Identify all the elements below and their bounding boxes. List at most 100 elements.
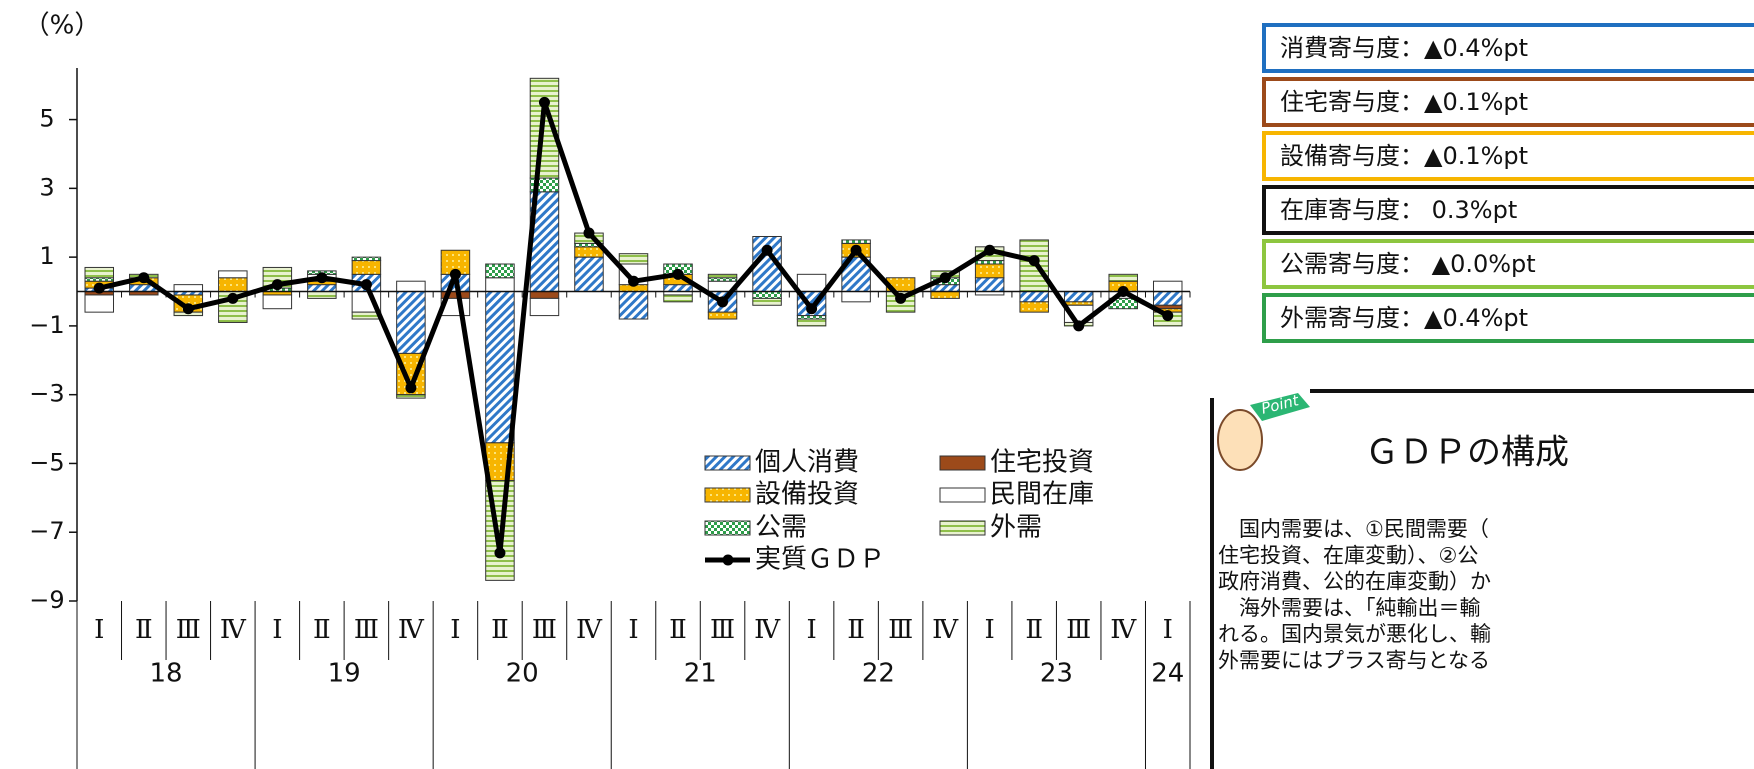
x-tick-label: Ⅱ	[491, 615, 509, 645]
side-panel: Point ＧＤＰの構成 消費寄与度：▲0.4%pt住宅寄与度：▲0.1%pt設…	[1210, 23, 1754, 769]
x-tick-label: Ⅰ	[1163, 615, 1173, 645]
gdp-point	[138, 272, 150, 284]
x-tick-label: Ⅳ	[1110, 615, 1137, 645]
bar-segment	[84, 266, 115, 279]
point-text: 住宅投資、在庫変動）、②公	[1218, 543, 1478, 567]
contribution-box	[1262, 77, 1754, 127]
gdp-point	[93, 282, 105, 294]
legend-swatch	[704, 487, 751, 503]
y-unit: （%）	[24, 11, 101, 41]
x-tick-label: Ⅳ	[398, 615, 425, 645]
year-label: 23	[1040, 659, 1073, 689]
gdp-point	[628, 275, 639, 287]
bar-segment	[841, 239, 871, 244]
x-tick-label: Ⅱ	[135, 615, 153, 645]
x-tick-label: Ⅲ	[888, 615, 913, 645]
contribution-text: 消費寄与度：▲0.4%pt	[1280, 34, 1528, 62]
bar-segment	[396, 291, 426, 354]
legend-label: 設備投資	[755, 480, 859, 510]
bar-segment	[974, 263, 1005, 279]
bar-segment	[84, 277, 115, 282]
gdp-point	[761, 244, 773, 256]
x-tick-label: Ⅲ	[1066, 615, 1091, 645]
contribution-text: 外需寄与度：▲0.4%pt	[1280, 304, 1528, 332]
y-tick-label: −9	[29, 586, 64, 614]
x-tick-label: Ⅱ	[313, 615, 331, 645]
y-tick-label: 5	[39, 105, 54, 133]
contribution-text: 公需寄与度： ▲0.0%pt	[1280, 250, 1536, 278]
y-tick-label: −7	[29, 517, 64, 545]
gdp-point	[939, 272, 951, 284]
bar-segment	[1019, 301, 1049, 313]
point-text: れる。国内景気が悪化し、輸	[1218, 622, 1491, 646]
point-title: ＧＤＰの構成	[1365, 433, 1569, 473]
gdp-point	[449, 268, 461, 280]
bar-segment	[1063, 291, 1094, 303]
point-text: 海外需要は、「純輸出＝輸	[1218, 596, 1481, 620]
gdp-point	[182, 303, 194, 315]
gdp-point	[850, 244, 862, 256]
bar-segment	[529, 291, 560, 299]
bar-segment	[796, 315, 827, 320]
x-tick-label: Ⅰ	[628, 615, 638, 645]
x-tick-label: Ⅱ	[847, 615, 865, 645]
gdp-point	[1073, 320, 1085, 332]
bar-segment	[841, 291, 871, 303]
legend-swatch	[939, 520, 986, 536]
y-tick-label: 1	[39, 242, 54, 270]
bar-segment	[396, 280, 426, 293]
contribution-text: 設備寄与度：▲0.1%pt	[1280, 142, 1528, 170]
contribution-box	[1262, 185, 1754, 235]
point-text: 政府消費、公的在庫変動）か	[1218, 570, 1491, 594]
legend-dot	[722, 554, 734, 566]
bar-segment	[930, 284, 960, 293]
x-tick-label: Ⅳ	[932, 615, 959, 645]
x-tick-label: Ⅰ	[985, 615, 995, 645]
contribution-box	[1262, 131, 1754, 181]
x-tick-label: Ⅲ	[710, 615, 735, 645]
gdp-point	[672, 268, 684, 280]
contribution-text: 在庫寄与度： 0.3%pt	[1280, 196, 1517, 224]
x-tick-label: Ⅲ	[176, 615, 201, 645]
bar-segment	[1152, 291, 1183, 306]
x-tick-label: Ⅳ	[576, 615, 603, 645]
y-tick-label: −3	[29, 380, 64, 408]
contribution-box	[1262, 293, 1754, 343]
point-text: 外需要にはプラス寄与となる	[1218, 649, 1490, 673]
legend-label: 外需	[990, 513, 1042, 543]
bar-segment	[574, 246, 604, 258]
legend-label: 個人消費	[755, 448, 859, 478]
bar-segment	[974, 260, 1005, 265]
gdp-point	[227, 292, 239, 304]
legend-label: 公需	[755, 513, 807, 543]
gdp-point	[806, 303, 818, 315]
gdp-point	[271, 279, 283, 291]
contribution-text: 住宅寄与度：▲0.1%pt	[1280, 88, 1528, 116]
gdp-point	[895, 292, 907, 304]
legend-swatch	[704, 455, 751, 471]
bar-segment	[262, 294, 293, 310]
gdp-point	[316, 272, 328, 284]
x-tick-label: Ⅱ	[669, 615, 687, 645]
year-label: 22	[862, 659, 895, 689]
y-tick-label: 3	[39, 173, 54, 201]
bar-segment	[796, 318, 827, 327]
bar-segment	[618, 291, 649, 320]
bar-segment	[707, 311, 738, 320]
bar-segment	[707, 273, 738, 279]
gdp-point	[1162, 310, 1174, 322]
gdp-point	[984, 244, 996, 256]
bar-segment	[173, 284, 204, 293]
x-tick-label: Ⅳ	[754, 615, 781, 645]
year-label: 19	[328, 659, 361, 689]
gdp-point	[538, 96, 550, 108]
x-tick-label: Ⅰ	[272, 615, 282, 645]
gdp-point	[717, 296, 729, 308]
year-label: 24	[1151, 659, 1184, 689]
point-badge	[1250, 393, 1310, 421]
bar-segment	[1019, 291, 1049, 303]
bar-segment	[307, 284, 337, 293]
bar-segment	[574, 256, 604, 293]
x-tick-label: Ⅰ	[806, 615, 816, 645]
